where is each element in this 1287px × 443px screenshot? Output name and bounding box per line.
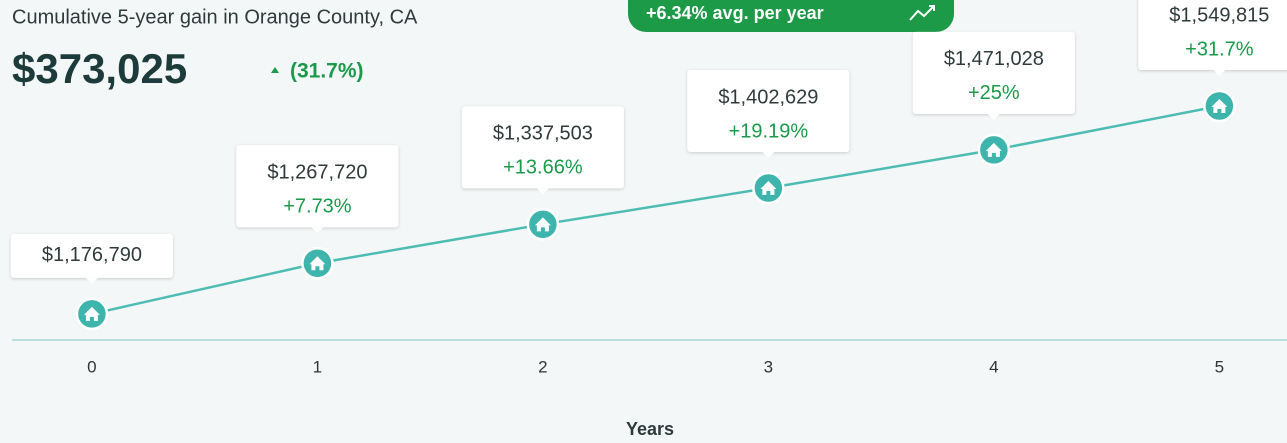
tooltip: $1,549,815 +31.7% [1138, 0, 1287, 76]
tooltip: $1,267,720 +7.73% [236, 145, 399, 234]
change-label: +13.66% [503, 157, 583, 179]
x-tick-label: 2 [538, 357, 547, 376]
change-label: +7.73% [283, 196, 352, 218]
tooltip: $1,402,629 +19.19% [687, 70, 850, 159]
gain: $373,025 [12, 45, 187, 92]
value-label: $1,471,028 [944, 48, 1044, 70]
tooltip-pointer [85, 277, 98, 284]
value-label: $1,176,790 [42, 244, 142, 266]
change-label: +25% [968, 82, 1020, 104]
chart-title: Cumulative 5-year gain in Orange County,… [12, 6, 418, 28]
change-label: +19.19% [729, 120, 809, 142]
tooltip-box [10, 233, 173, 278]
tooltip-box [687, 70, 850, 153]
badge-text: +6.34% avg. per year [646, 3, 824, 23]
line [91, 104, 1220, 316]
value-label: $1,267,720 [267, 162, 367, 184]
badge [628, 0, 954, 32]
house-icon [985, 142, 1002, 157]
tooltip: $1,337,503 +13.66% [461, 106, 624, 195]
tooltip-box [461, 106, 624, 189]
gain-pct: (31.7%) [290, 60, 364, 83]
x-tick-label: 3 [764, 357, 773, 376]
house-icon [309, 256, 326, 271]
tooltip: $1,471,028 +25% [912, 31, 1075, 120]
house-icon [1211, 98, 1228, 113]
trend-icon [909, 5, 935, 21]
tooltip-box [1138, 0, 1287, 70]
x-tick-label: 0 [87, 357, 96, 376]
x-axis-label: Years [626, 419, 674, 439]
up-arrow [271, 67, 279, 73]
change-label: +31.7% [1185, 38, 1254, 60]
value-label: $1,337,503 [493, 123, 593, 145]
tooltip-pointer [311, 227, 324, 234]
house-icon [760, 181, 777, 196]
value-label: $1,549,815 [1169, 4, 1269, 26]
tooltip-box [912, 31, 1075, 114]
tooltip-pointer [987, 113, 1000, 120]
tooltip-box [236, 145, 399, 228]
value-label: $1,402,629 [718, 86, 818, 108]
tooltip-pointer [762, 152, 775, 159]
x-tick-label: 4 [989, 357, 998, 376]
house-icon [83, 306, 100, 321]
tooltip-pointer [1213, 69, 1226, 76]
x-tick-label: 1 [313, 357, 322, 376]
house-icon [534, 217, 551, 232]
tooltip: $1,176,790 [10, 233, 173, 284]
tooltip-pointer [536, 188, 549, 195]
x-tick-label: 5 [1215, 357, 1224, 376]
